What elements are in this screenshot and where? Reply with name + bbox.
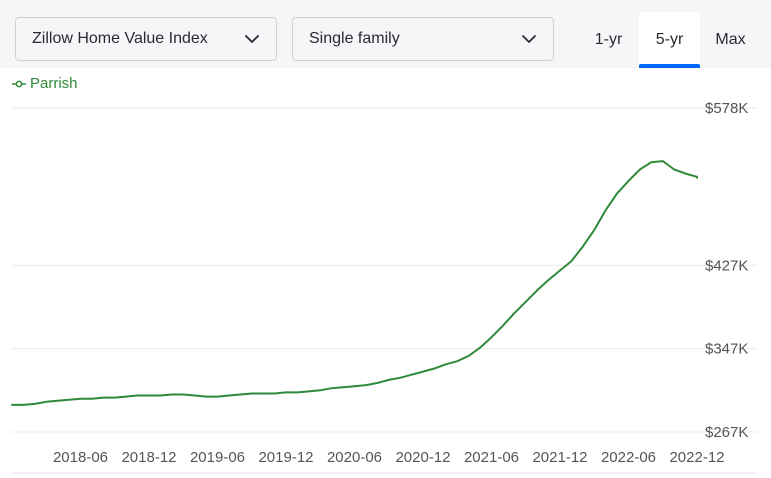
y-tick-label: $578K: [705, 100, 748, 117]
tab-max[interactable]: Max: [715, 31, 746, 48]
y-tick-label: $427K: [705, 257, 748, 274]
chevron-down-icon: [522, 35, 536, 43]
home-type-select-value: Single family: [309, 30, 400, 47]
x-tick-label: 2022-06: [601, 449, 656, 466]
tab-1-yr[interactable]: 1-yr: [594, 31, 623, 48]
series-line-parrish: [11, 160, 698, 406]
chart-legend[interactable]: Parrish: [12, 75, 78, 92]
x-tick-label: 2020-06: [327, 449, 382, 466]
x-tick-label: 2021-12: [532, 449, 587, 466]
metric-select[interactable]: Zillow Home Value Index: [15, 17, 277, 61]
x-tick-label: 2021-06: [464, 449, 519, 466]
x-tick-label: 2018-12: [121, 449, 176, 466]
range-tabs: 1-yr 5-yr Max: [578, 12, 761, 68]
y-tick-label: $267K: [705, 424, 748, 441]
x-tick-label: 2019-12: [258, 449, 313, 466]
x-tick-label: 2018-06: [53, 449, 108, 466]
home-type-select[interactable]: Single family: [292, 17, 554, 61]
tab-5-yr[interactable]: 5-yr: [639, 12, 700, 68]
legend-line-marker-icon: [12, 80, 26, 87]
x-tick-label: 2020-12: [395, 449, 450, 466]
metric-select-value: Zillow Home Value Index: [32, 30, 208, 47]
chevron-down-icon: [245, 35, 259, 43]
chart-controls-bar: Zillow Home Value Index Single family 1-…: [0, 0, 771, 68]
x-tick-label: 2019-06: [190, 449, 245, 466]
legend-series-label: Parrish: [30, 75, 78, 92]
x-tick-label: 2022-12: [669, 449, 724, 466]
y-tick-label: $347K: [705, 341, 748, 358]
